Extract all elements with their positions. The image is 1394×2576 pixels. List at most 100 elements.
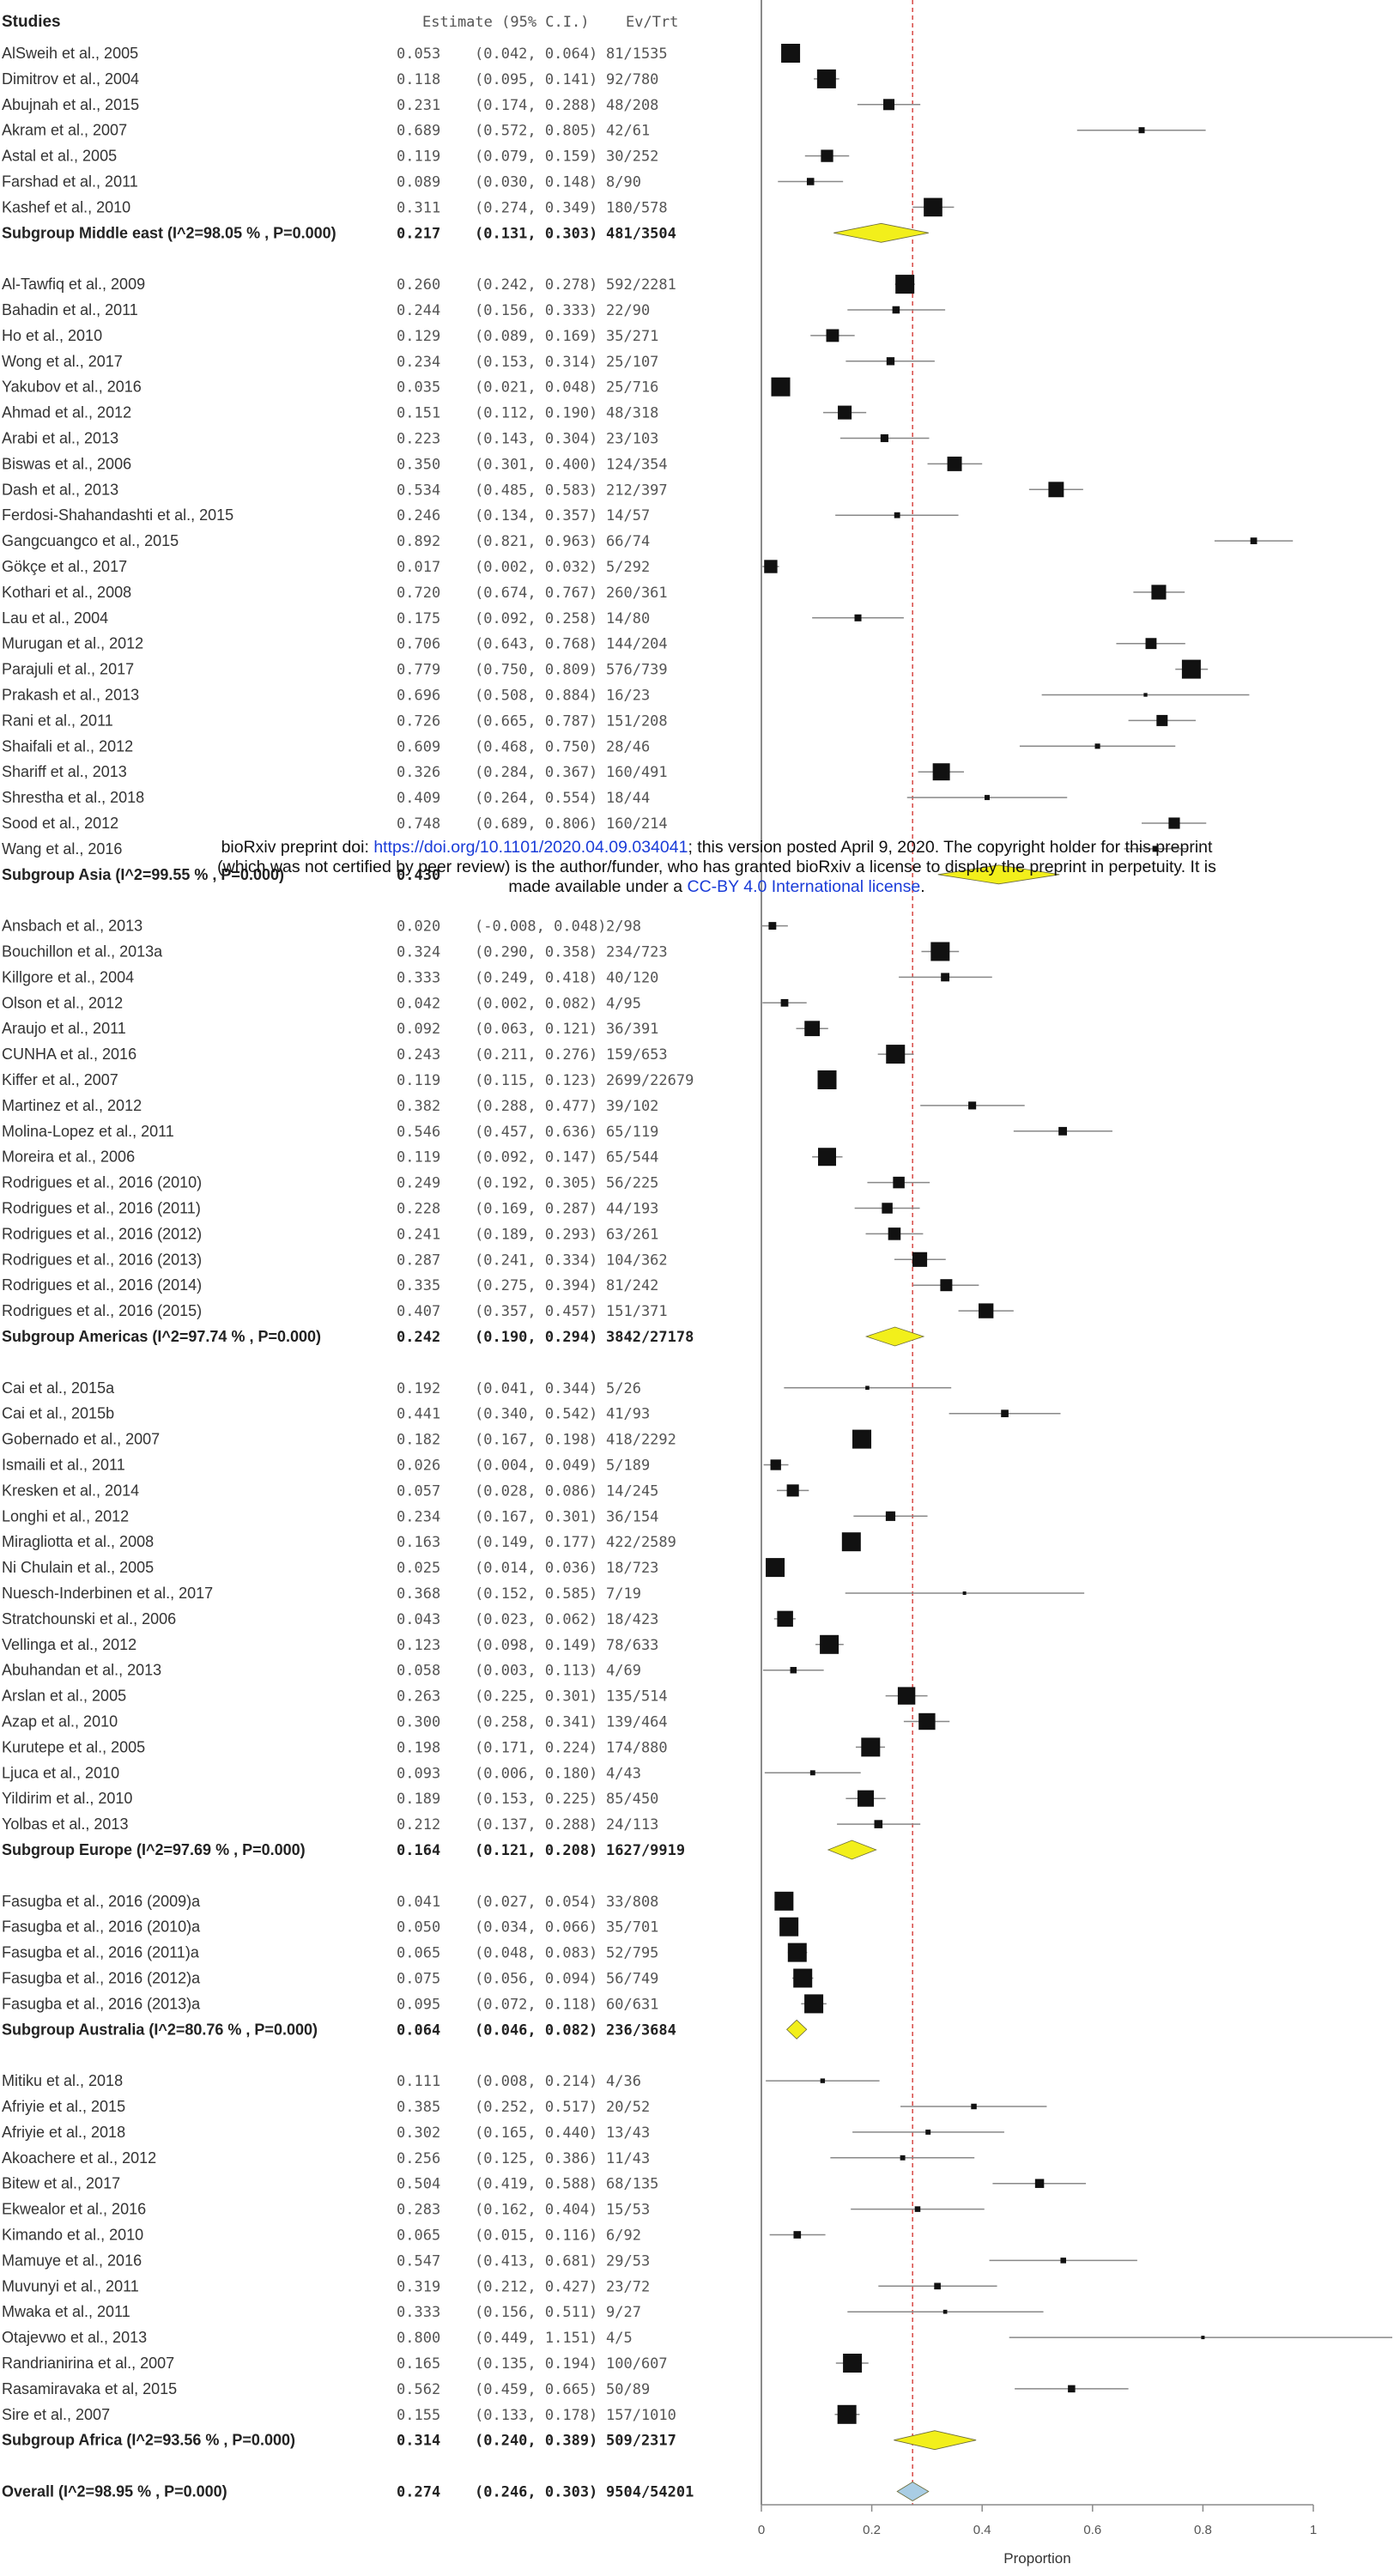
study-2-5-marker [886, 1045, 906, 1064]
study-2-7-estimate: 0.382 [397, 1098, 440, 1115]
study-0-5-estimate: 0.089 [397, 174, 440, 191]
subgroup-0-diamond [833, 222, 929, 243]
study-3-11-label: Abuhandan et al., 2013 [2, 1662, 161, 1679]
study-5-1-estimate: 0.385 [397, 2099, 440, 2116]
study-3-9-estimate: 0.043 [397, 1611, 440, 1628]
study-1-16-evtrt: 16/23 [606, 688, 650, 705]
study-5-5-estimate: 0.283 [397, 2202, 440, 2219]
study-1-6-ci: (0.143, 0.304) [475, 431, 597, 448]
doi-link[interactable]: https://doi.org/10.1101/2020.04.09.03404… [373, 838, 688, 857]
study-1-6-label: Arabi et al., 2013 [2, 430, 118, 447]
study-1-2-marker [826, 329, 839, 342]
subgroup-5-diamond [894, 2430, 977, 2451]
study-0-6-estimate: 0.311 [397, 199, 440, 216]
study-2-14-marker [940, 1279, 953, 1292]
study-2-0-label: Ansbach et al., 2013 [2, 918, 142, 935]
x-tick-label-3: 0.6 [1083, 2523, 1101, 2537]
study-1-15-label: Parajuli et al., 2017 [2, 661, 134, 678]
study-2-13-marker [912, 1252, 928, 1267]
study-5-9-ci: (0.156, 0.511) [475, 2304, 597, 2321]
study-3-4-estimate: 0.057 [397, 1482, 440, 1500]
study-3-7-marker [766, 1558, 785, 1578]
study-5-6-estimate: 0.065 [397, 2227, 440, 2245]
study-1-14-label: Murugan et al., 2012 [2, 635, 143, 652]
study-0-0-marker [781, 44, 801, 63]
study-4-4-estimate: 0.095 [397, 1996, 440, 2013]
study-1-1-label: Bahadin et al., 2011 [2, 301, 138, 318]
notice-text: . [920, 877, 925, 896]
study-1-21-marker [1168, 817, 1180, 829]
study-5-12-ci: (0.459, 0.665) [475, 2381, 597, 2398]
subgroup-2-diamond [864, 1326, 925, 1347]
study-1-13-marker [854, 614, 862, 621]
study-3-5-evtrt: 36/154 [606, 1508, 658, 1525]
study-2-1-estimate: 0.324 [397, 944, 440, 961]
study-3-3-estimate: 0.026 [397, 1458, 440, 1475]
study-1-19-label: Shariff et al., 2013 [2, 763, 127, 780]
study-2-10-evtrt: 56/225 [606, 1175, 658, 1192]
study-1-14-ci: (0.643, 0.768) [475, 636, 597, 653]
study-1-14-evtrt: 144/204 [606, 636, 668, 653]
study-4-3-label: Fasugba et al., 2016 (2012)a [2, 1970, 201, 1987]
subgroup-3-estimate: 0.164 [397, 1842, 440, 1859]
study-3-12-marker [897, 1687, 916, 1705]
study-1-7-marker [947, 456, 962, 471]
study-1-3-marker [886, 357, 895, 366]
study-3-12-evtrt: 135/514 [606, 1688, 668, 1706]
study-1-7-evtrt: 124/354 [606, 456, 668, 473]
study-3-17-marker [874, 1820, 883, 1828]
study-2-15-label: Rodrigues et al., 2016 (2015) [2, 1302, 202, 1319]
study-2-5-evtrt: 159/653 [606, 1046, 668, 1064]
study-5-8-marker [934, 2282, 941, 2290]
study-5-11-label: Randrianirina et al., 2007 [2, 2355, 174, 2372]
study-3-9-evtrt: 18/423 [606, 1611, 658, 1628]
study-5-7-ci: (0.413, 0.681) [475, 2252, 597, 2270]
study-3-2-estimate: 0.182 [397, 1432, 440, 1449]
study-3-2-evtrt: 418/2292 [606, 1432, 676, 1449]
study-5-4-marker [1034, 2179, 1045, 2188]
study-5-7-estimate: 0.547 [397, 2252, 440, 2270]
study-1-13-evtrt: 14/80 [606, 610, 650, 627]
study-4-3-evtrt: 56/749 [606, 1971, 658, 1988]
study-2-15-ci: (0.357, 0.457) [475, 1303, 597, 1320]
study-4-1-ci: (0.034, 0.066) [475, 1919, 597, 1937]
study-0-5-label: Farshad et al., 2011 [2, 173, 138, 191]
study-1-8-evtrt: 212/397 [606, 482, 668, 499]
study-5-1-ci: (0.252, 0.517) [475, 2099, 597, 2116]
study-4-4-ci: (0.072, 0.118) [475, 1996, 597, 2013]
study-1-14-estimate: 0.706 [397, 636, 440, 653]
study-5-5-evtrt: 15/53 [606, 2202, 650, 2219]
study-1-7-ci: (0.301, 0.400) [475, 456, 597, 473]
study-1-0-marker [895, 275, 915, 294]
study-1-11-marker [764, 560, 778, 573]
study-1-18-ci: (0.468, 0.750) [475, 738, 597, 755]
study-5-11-evtrt: 100/607 [606, 2355, 668, 2373]
study-3-16-estimate: 0.189 [397, 1791, 440, 1808]
study-5-3-estimate: 0.256 [397, 2150, 440, 2167]
subgroup-2-ci: (0.190, 0.294) [475, 1329, 597, 1346]
study-5-13-marker [837, 2404, 857, 2424]
study-5-7-label: Mamuye et al., 2016 [2, 2252, 142, 2269]
license-link[interactable]: CC-BY 4.0 International license [687, 877, 921, 896]
study-0-4-estimate: 0.119 [397, 148, 440, 166]
study-4-3-marker [793, 1968, 813, 1988]
study-2-13-ci: (0.241, 0.334) [475, 1252, 597, 1269]
study-5-12-label: Rasamiravaka et al, 2015 [2, 2380, 177, 2397]
study-3-3-ci: (0.004, 0.049) [475, 1458, 597, 1475]
study-2-8-estimate: 0.546 [397, 1124, 440, 1141]
study-3-2-label: Gobernado et al., 2007 [2, 1431, 160, 1448]
study-2-11-label: Rodrigues et al., 2016 (2011) [2, 1200, 201, 1217]
subgroup-3-label: Subgroup Europe (I^2=97.69 % , P=0.000) [2, 1841, 306, 1858]
study-3-3-marker [770, 1459, 781, 1470]
study-3-4-label: Kresken et al., 2014 [2, 1482, 139, 1499]
study-2-0-ci: (-0.008, 0.048) [475, 918, 607, 936]
study-3-9-ci: (0.023, 0.062) [475, 1611, 597, 1628]
study-5-4-evtrt: 68/135 [606, 2176, 658, 2193]
study-1-2-label: Ho et al., 2010 [2, 327, 102, 344]
study-0-3-evtrt: 42/61 [606, 123, 650, 140]
study-3-0-evtrt: 5/26 [606, 1380, 641, 1397]
study-1-13-estimate: 0.175 [397, 610, 440, 627]
header-studies: Studies [2, 13, 61, 31]
study-1-17-ci: (0.665, 0.787) [475, 712, 597, 730]
subgroup-0-ci: (0.131, 0.303) [475, 225, 597, 242]
